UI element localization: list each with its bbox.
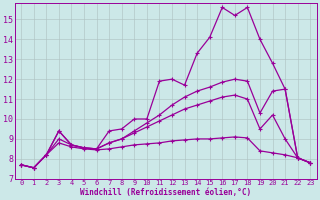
X-axis label: Windchill (Refroidissement éolien,°C): Windchill (Refroidissement éolien,°C): [80, 188, 251, 197]
